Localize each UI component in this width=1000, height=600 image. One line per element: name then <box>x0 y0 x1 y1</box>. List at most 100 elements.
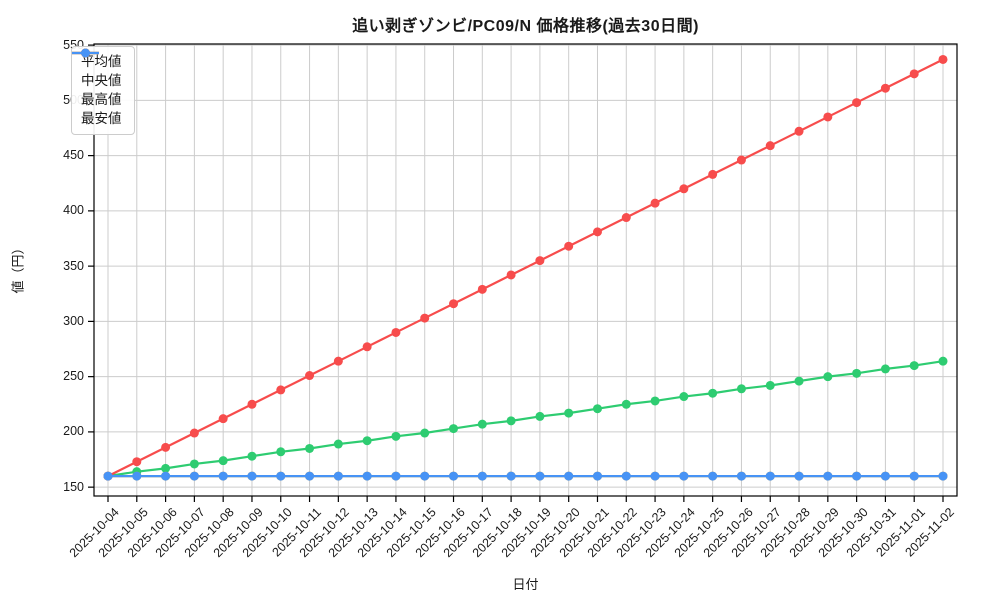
legend-line-marker-icon <box>72 48 99 58</box>
y-tick-label: 200 <box>63 424 84 439</box>
data-point <box>132 457 142 467</box>
data-point <box>449 299 459 309</box>
data-point <box>161 463 171 473</box>
data-point <box>592 404 602 414</box>
data-point <box>132 471 142 481</box>
data-point <box>823 471 833 481</box>
data-point <box>938 54 948 64</box>
data-point <box>477 284 487 294</box>
data-point <box>736 155 746 165</box>
data-point <box>564 241 574 251</box>
y-tick-label: 350 <box>63 258 84 273</box>
data-point <box>852 98 862 108</box>
legend-item: 最安値 <box>72 48 122 127</box>
data-point <box>909 361 919 371</box>
data-point <box>621 399 631 409</box>
data-point <box>880 364 890 374</box>
data-point <box>506 471 516 481</box>
data-point <box>708 169 718 179</box>
data-point <box>621 213 631 223</box>
data-point <box>650 198 660 208</box>
data-point <box>276 471 286 481</box>
data-point <box>161 442 171 452</box>
data-point <box>305 471 315 481</box>
data-point <box>103 471 113 481</box>
data-point <box>794 126 804 136</box>
y-tick-label: 150 <box>63 479 84 494</box>
data-point <box>506 270 516 280</box>
data-point <box>477 419 487 429</box>
data-point <box>535 256 545 266</box>
data-point <box>247 399 257 409</box>
data-point <box>420 471 430 481</box>
data-point <box>506 416 516 426</box>
data-point <box>305 443 315 453</box>
data-point <box>333 471 343 481</box>
data-point <box>679 392 689 402</box>
legend-label: 最安値 <box>81 111 122 126</box>
data-point <box>650 471 660 481</box>
data-point <box>391 431 401 441</box>
y-tick-label: 400 <box>63 203 84 218</box>
data-point <box>852 368 862 378</box>
data-point <box>938 471 948 481</box>
data-point <box>362 436 372 446</box>
data-point <box>564 408 574 418</box>
series-line-最高値 <box>107 58 944 478</box>
data-point <box>765 380 775 390</box>
data-point <box>909 69 919 79</box>
data-point <box>218 456 228 466</box>
data-point <box>765 141 775 151</box>
data-point <box>420 313 430 323</box>
data-point <box>477 471 487 481</box>
data-point <box>794 471 804 481</box>
data-point <box>736 384 746 394</box>
data-point <box>449 471 459 481</box>
y-tick-label: 450 <box>63 148 84 163</box>
data-point <box>765 471 775 481</box>
data-point <box>276 385 286 395</box>
data-point <box>823 112 833 122</box>
data-point <box>276 447 286 457</box>
y-tick-label: 250 <box>63 369 84 384</box>
data-point <box>362 471 372 481</box>
y-tick-label: 300 <box>63 313 84 328</box>
data-point <box>161 471 171 481</box>
data-point <box>247 471 257 481</box>
data-point <box>391 471 401 481</box>
data-point <box>564 471 574 481</box>
data-point <box>449 424 459 434</box>
data-point <box>708 471 718 481</box>
data-point <box>189 428 199 438</box>
data-point <box>362 342 372 352</box>
data-point <box>592 471 602 481</box>
data-point <box>535 471 545 481</box>
data-point <box>218 414 228 424</box>
chart-title: 追い剥ぎゾンビ/PC09/N 価格推移(過去30日間) <box>352 18 699 35</box>
data-point <box>535 411 545 421</box>
data-point <box>189 471 199 481</box>
data-point <box>391 327 401 337</box>
data-point <box>592 227 602 237</box>
plot-border <box>93 43 958 497</box>
data-point <box>823 372 833 382</box>
legend-item: 最高値 <box>72 48 122 108</box>
series-line-平均値 <box>107 360 944 478</box>
legend-label: 中央値 <box>81 73 122 88</box>
legend-label: 平均値 <box>81 54 122 69</box>
data-point <box>880 471 890 481</box>
data-point <box>679 471 689 481</box>
data-point <box>305 371 315 381</box>
data-point <box>736 471 746 481</box>
data-point <box>333 356 343 366</box>
legend-label: 最高値 <box>81 92 122 107</box>
data-point <box>333 439 343 449</box>
data-point <box>650 396 660 406</box>
data-point <box>420 428 430 438</box>
data-point <box>852 471 862 481</box>
data-point <box>247 451 257 461</box>
data-point <box>621 471 631 481</box>
legend: 平均値中央値最高値最安値 <box>71 46 135 135</box>
